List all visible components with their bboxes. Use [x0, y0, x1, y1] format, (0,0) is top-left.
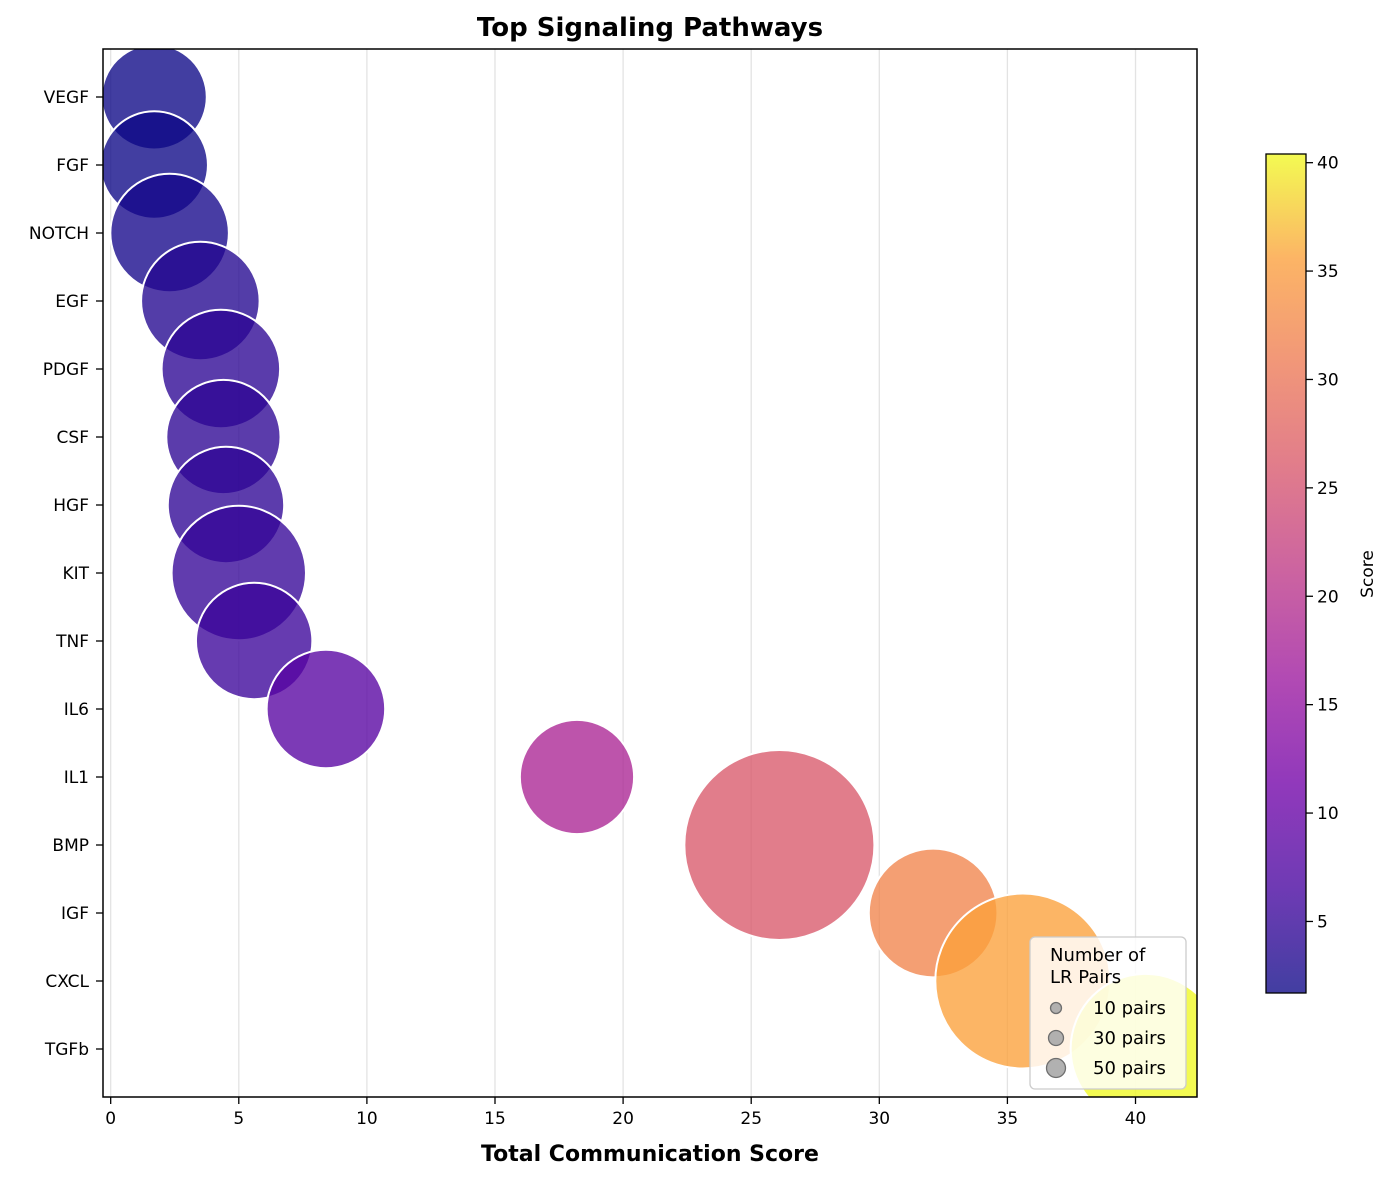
y-tick-label: FGF: [56, 156, 89, 176]
legend-title: Number of: [1050, 945, 1146, 966]
x-tick-label: 25: [740, 1109, 762, 1129]
x-tick-label: 0: [105, 1109, 116, 1129]
y-tick-label: VEGF: [44, 88, 89, 108]
x-tick-label: 35: [997, 1109, 1019, 1129]
colorbar-tick-label: 30: [1317, 370, 1339, 390]
y-tick-label: CXCL: [45, 972, 89, 992]
x-axis-ticks: 0 5 10 15 20 25 30 35 40: [105, 1097, 1146, 1129]
y-tick-label: NOTCH: [29, 224, 89, 244]
colorbar-tick-label: 15: [1317, 696, 1339, 716]
colorbar-label: Score: [1358, 550, 1378, 598]
y-tick-label: HGF: [53, 496, 89, 516]
y-tick-label: BMP: [52, 836, 89, 856]
x-tick-label: 20: [612, 1109, 634, 1129]
x-tick-label: 40: [1125, 1109, 1147, 1129]
x-tick-label: 5: [233, 1109, 244, 1129]
x-tick-label: 15: [484, 1109, 506, 1129]
colorbar-tick-label: 20: [1317, 587, 1339, 607]
legend-box: [1029, 936, 1187, 1090]
legend-marker: [1047, 1029, 1065, 1047]
bubble-il6: [265, 648, 387, 770]
y-tick-label: KIT: [62, 564, 89, 584]
x-tick-label: 10: [356, 1109, 378, 1129]
legend-title: LR Pairs: [1050, 967, 1121, 988]
colorbar-tick-label: 40: [1317, 154, 1339, 174]
chart-title: Top Signaling Pathways: [477, 13, 823, 43]
legend-label: 50 pairs: [1093, 1058, 1166, 1079]
colorbar-tick-label: 10: [1317, 804, 1339, 824]
y-tick-label: EGF: [55, 292, 89, 312]
legend-marker: [1045, 1057, 1067, 1079]
y-tick-label: PDGF: [43, 360, 89, 380]
colorbar-gradient: [1265, 153, 1307, 994]
x-gridlines: [110, 49, 1137, 1097]
bubble-il1: [518, 718, 636, 836]
y-tick-label: CSF: [57, 428, 89, 448]
y-tick-label: TNF: [55, 632, 89, 652]
colorbar-tick-label: 35: [1317, 262, 1339, 282]
bubble-bmp: [683, 748, 876, 942]
x-axis-title: Total Communication Score: [481, 1142, 819, 1167]
colorbar: 5 10 15 20 25 30 35 40 Score: [1265, 153, 1378, 994]
y-tick-label: IL1: [64, 768, 89, 788]
legend-marker: [1049, 1001, 1063, 1015]
legend-label: 10 pairs: [1093, 998, 1166, 1019]
legend-label: 30 pairs: [1093, 1028, 1166, 1049]
y-tick-label: IGF: [61, 904, 89, 924]
colorbar-tick-label: 25: [1317, 479, 1339, 499]
x-tick-label: 30: [868, 1109, 890, 1129]
colorbar-tick-label: 5: [1317, 912, 1328, 932]
y-axis-ticks: VEGF FGF NOTCH EGF PDGF CSF HGF KIT TNF IL6 IL1 BMP…: [29, 88, 103, 1060]
y-tick-label: TGFb: [44, 1040, 89, 1060]
y-tick-label: IL6: [64, 700, 89, 720]
